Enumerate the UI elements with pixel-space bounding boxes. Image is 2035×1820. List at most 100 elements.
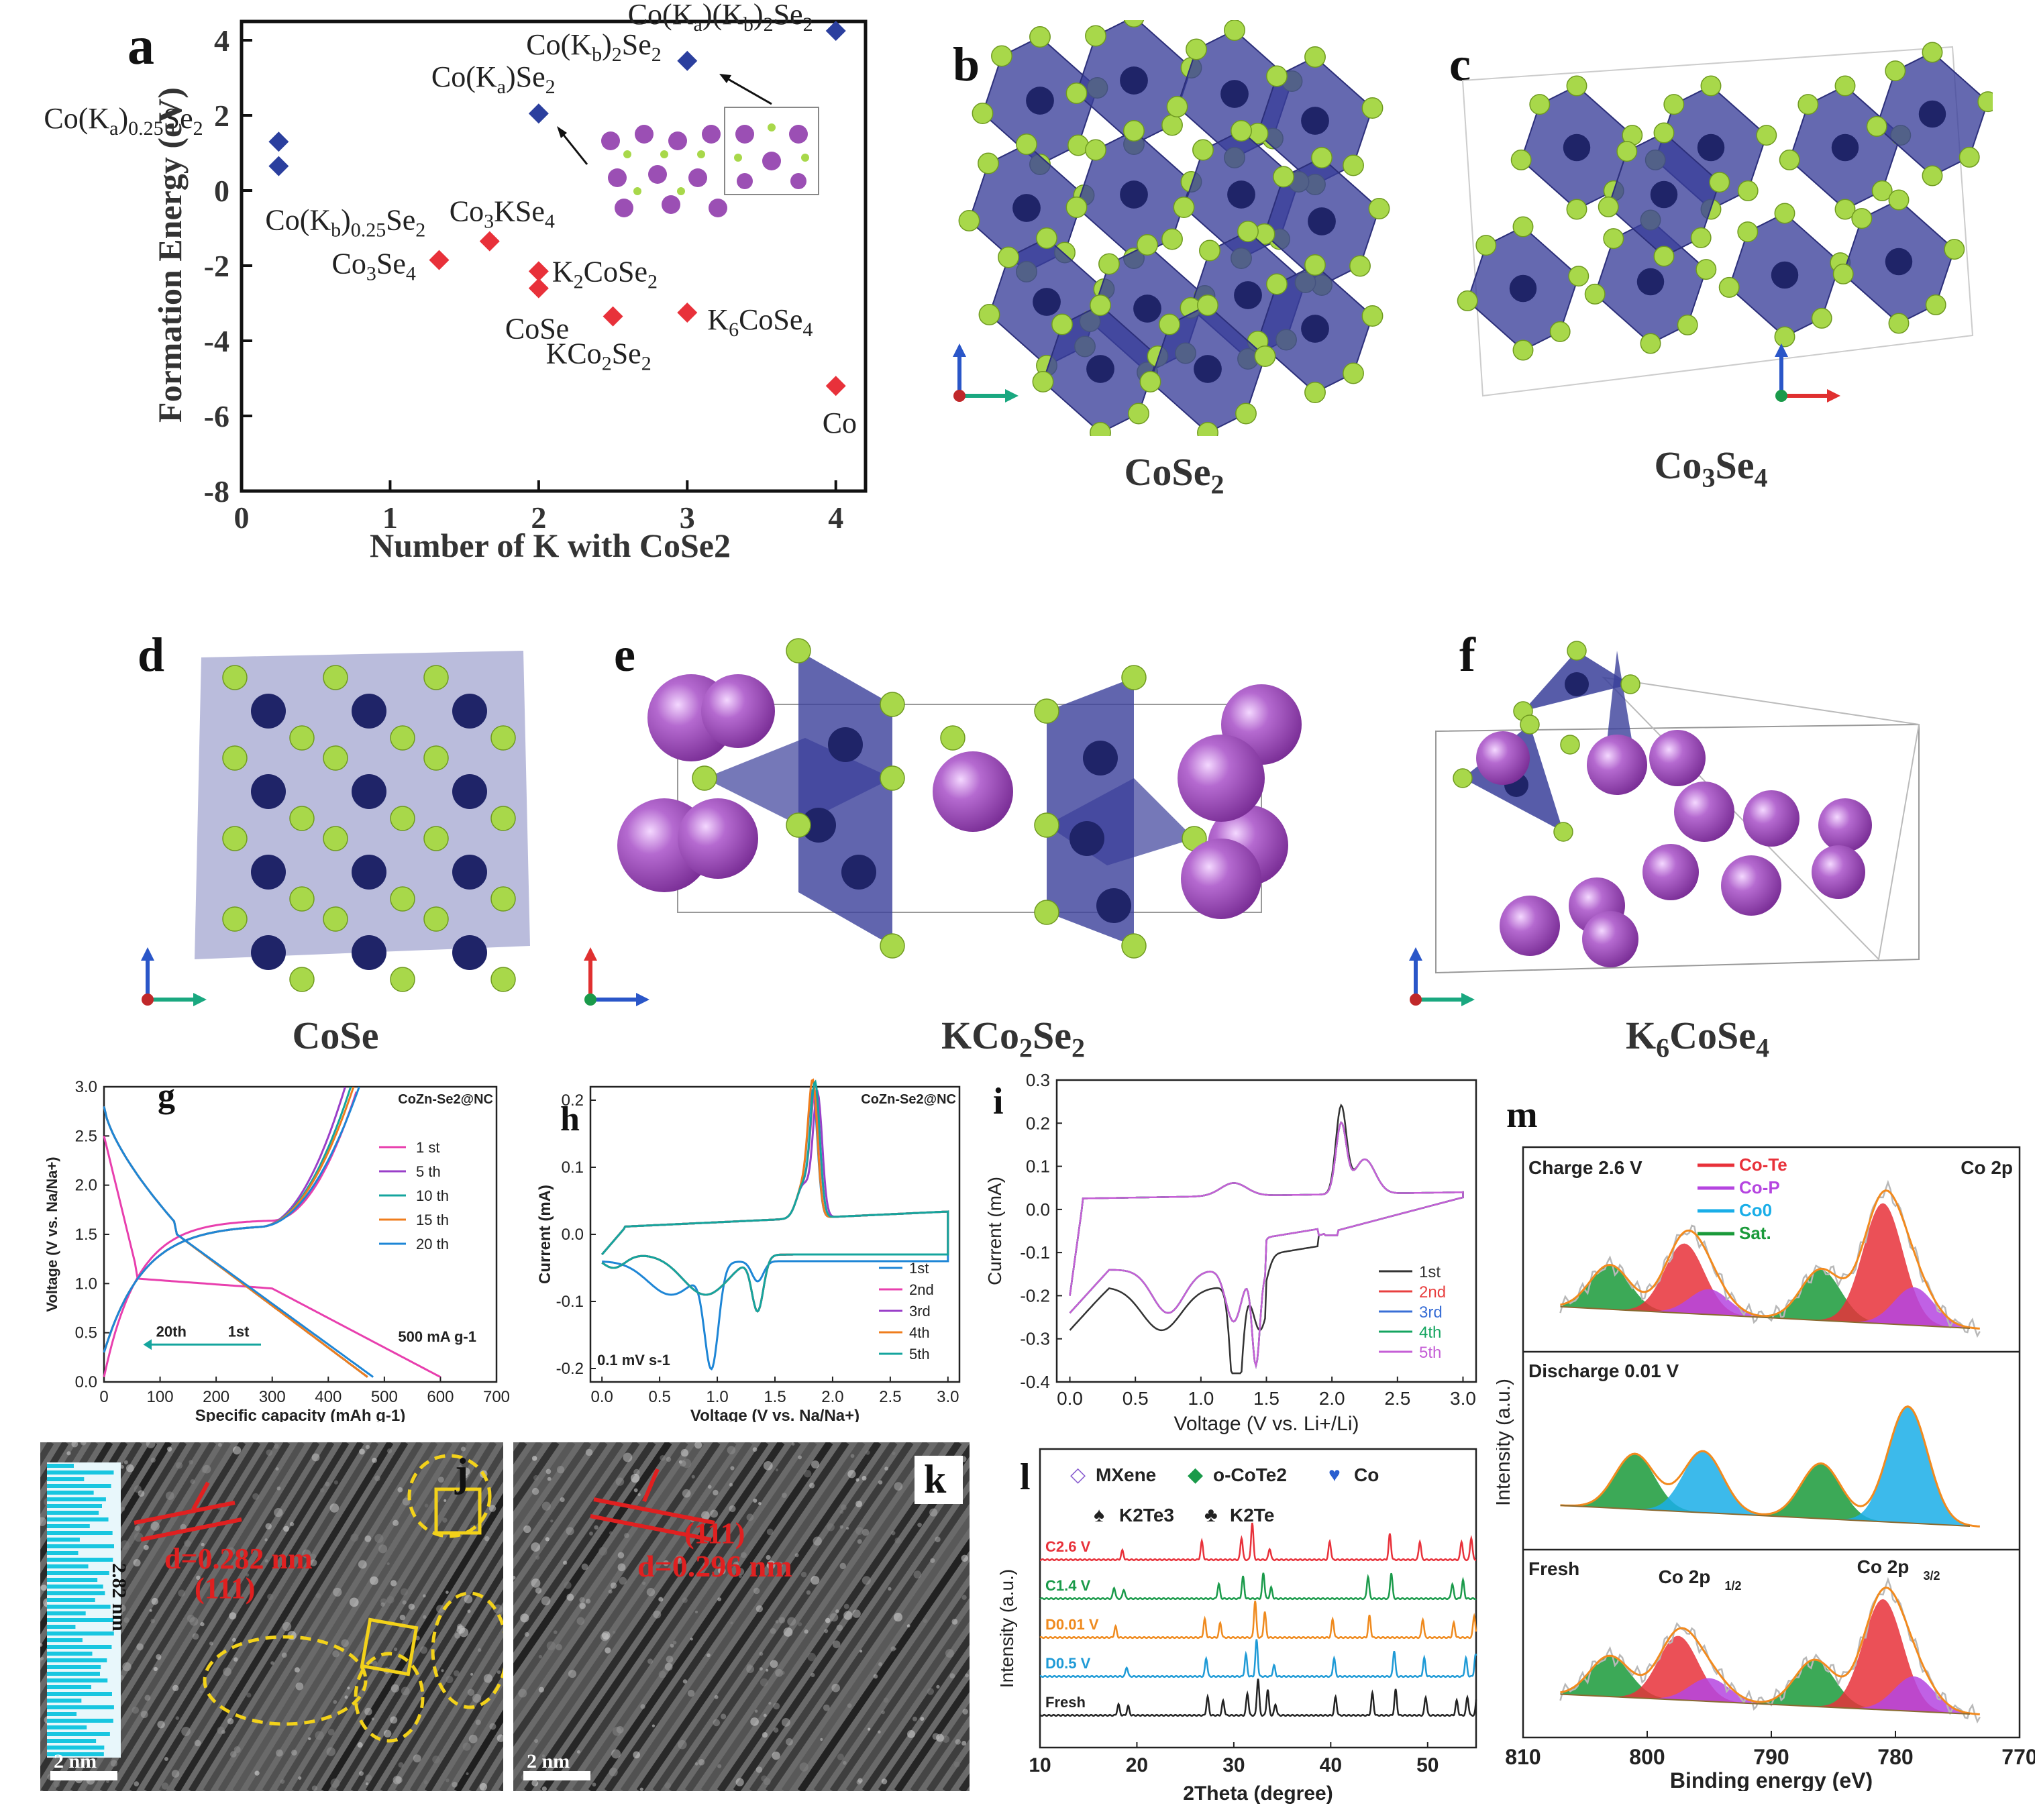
lattice-fringe bbox=[409, 1637, 503, 1791]
lattice-fringe bbox=[684, 1442, 930, 1791]
noise-speck bbox=[311, 1453, 320, 1462]
noise-speck bbox=[852, 1609, 861, 1618]
x-tick-label: 2.5 bbox=[879, 1388, 901, 1406]
noise-speck bbox=[633, 1751, 640, 1759]
xrd-pattern bbox=[1040, 1522, 1477, 1562]
lattice-fringe bbox=[845, 1608, 970, 1791]
noise-speck bbox=[811, 1672, 815, 1678]
noise-speck bbox=[200, 1622, 205, 1627]
noise-speck bbox=[371, 1717, 374, 1721]
noise-speck bbox=[365, 1782, 368, 1786]
noise-speck bbox=[804, 1629, 808, 1634]
noise-speck bbox=[165, 1491, 174, 1500]
legend-label: 2nd bbox=[909, 1281, 934, 1298]
noise-speck bbox=[364, 1707, 372, 1716]
noise-speck bbox=[913, 1570, 922, 1578]
lattice-fringe bbox=[114, 1442, 335, 1791]
d-spacing-label: d=0.296 nm bbox=[637, 1549, 792, 1583]
noise-speck bbox=[390, 1684, 399, 1693]
noise-speck bbox=[190, 1479, 195, 1485]
y-tick-label: -4 bbox=[204, 324, 229, 358]
se-atom bbox=[1304, 254, 1326, 276]
se-atom bbox=[1199, 239, 1220, 262]
series-label: C1.4 V bbox=[1045, 1577, 1091, 1594]
noise-speck bbox=[291, 1750, 297, 1756]
profile-bar bbox=[47, 1672, 100, 1676]
profile-bar bbox=[47, 1692, 112, 1696]
noise-speck bbox=[811, 1576, 820, 1585]
se-atom bbox=[1166, 96, 1188, 117]
noise-speck bbox=[40, 1517, 47, 1526]
noise-speck bbox=[766, 1528, 774, 1536]
axis-right-head bbox=[1005, 389, 1019, 403]
noise-speck bbox=[617, 1552, 625, 1559]
x-tick-label: 2.0 bbox=[821, 1388, 843, 1406]
noise-speck bbox=[40, 1656, 44, 1660]
se-atom bbox=[423, 826, 449, 851]
k-atom bbox=[678, 798, 758, 879]
y-tick-label: 0.3 bbox=[1026, 1070, 1050, 1090]
noise-speck bbox=[531, 1542, 541, 1552]
plot-frame bbox=[589, 1085, 961, 1383]
noise-speck bbox=[682, 1597, 688, 1603]
x-tick-label: 30 bbox=[1222, 1754, 1245, 1776]
x-tick-label: 600 bbox=[427, 1388, 454, 1406]
noise-speck bbox=[122, 1662, 132, 1672]
se-atom bbox=[1797, 94, 1819, 115]
k-atom bbox=[1721, 855, 1781, 916]
panel-a-arrow-1 bbox=[559, 130, 588, 165]
noise-speck bbox=[556, 1466, 565, 1474]
se-atom bbox=[1779, 149, 1800, 170]
noise-speck bbox=[881, 1778, 888, 1784]
noise-speck bbox=[762, 1732, 768, 1738]
noise-speck bbox=[609, 1531, 613, 1535]
co-atom bbox=[452, 855, 487, 890]
noise-speck bbox=[717, 1597, 722, 1601]
se-atom bbox=[958, 210, 980, 231]
lattice-fringe bbox=[513, 1442, 560, 1512]
se-atom bbox=[1032, 371, 1054, 392]
legend-label: Co0 bbox=[1739, 1200, 1772, 1220]
y-tick-label: 0.0 bbox=[1026, 1199, 1050, 1220]
noise-speck bbox=[835, 1609, 839, 1613]
noise-speck bbox=[181, 1727, 191, 1736]
noise-speck bbox=[267, 1593, 274, 1601]
co-atom bbox=[1083, 741, 1118, 775]
noise-speck bbox=[778, 1617, 786, 1624]
noise-speck bbox=[524, 1631, 529, 1637]
panel-d-structure bbox=[141, 651, 530, 1006]
noise-speck bbox=[489, 1723, 497, 1730]
se-atom bbox=[1718, 276, 1740, 298]
x-tick-label: 790 bbox=[1753, 1745, 1789, 1769]
co-atom bbox=[1069, 821, 1104, 856]
point-label: Co(Ka)0.25Se2 bbox=[44, 102, 203, 140]
se-atom bbox=[1457, 290, 1478, 311]
background-line bbox=[1560, 1305, 1971, 1329]
noise-speck bbox=[609, 1767, 618, 1777]
noise-speck bbox=[393, 1647, 398, 1652]
panel-c-structure bbox=[1457, 42, 1993, 403]
cv-curve bbox=[601, 1088, 949, 1371]
noise-speck bbox=[694, 1442, 702, 1449]
noise-speck bbox=[315, 1731, 324, 1740]
x-tick-label: 0.0 bbox=[591, 1388, 613, 1406]
co-atom bbox=[1771, 261, 1799, 289]
se-atom bbox=[1036, 227, 1057, 249]
noise-speck bbox=[531, 1456, 537, 1461]
noise-speck bbox=[194, 1739, 201, 1747]
lattice-fringe bbox=[247, 1442, 468, 1791]
x-axis-label: Specific capacity (mAh g-1) bbox=[195, 1407, 405, 1422]
noise-speck bbox=[497, 1670, 501, 1674]
y-tick-label: -0.1 bbox=[1020, 1242, 1050, 1263]
plane-label: (111) bbox=[684, 1517, 745, 1550]
noise-speck bbox=[601, 1631, 611, 1640]
noise-speck bbox=[718, 1566, 726, 1575]
noise-speck bbox=[808, 1483, 815, 1489]
noise-speck bbox=[694, 1762, 698, 1766]
co-atom bbox=[452, 774, 487, 809]
noise-speck bbox=[884, 1466, 888, 1471]
co-atom bbox=[1509, 274, 1537, 303]
noise-speck bbox=[753, 1498, 758, 1503]
noise-speck bbox=[479, 1782, 488, 1791]
cv-curve bbox=[601, 1078, 949, 1313]
